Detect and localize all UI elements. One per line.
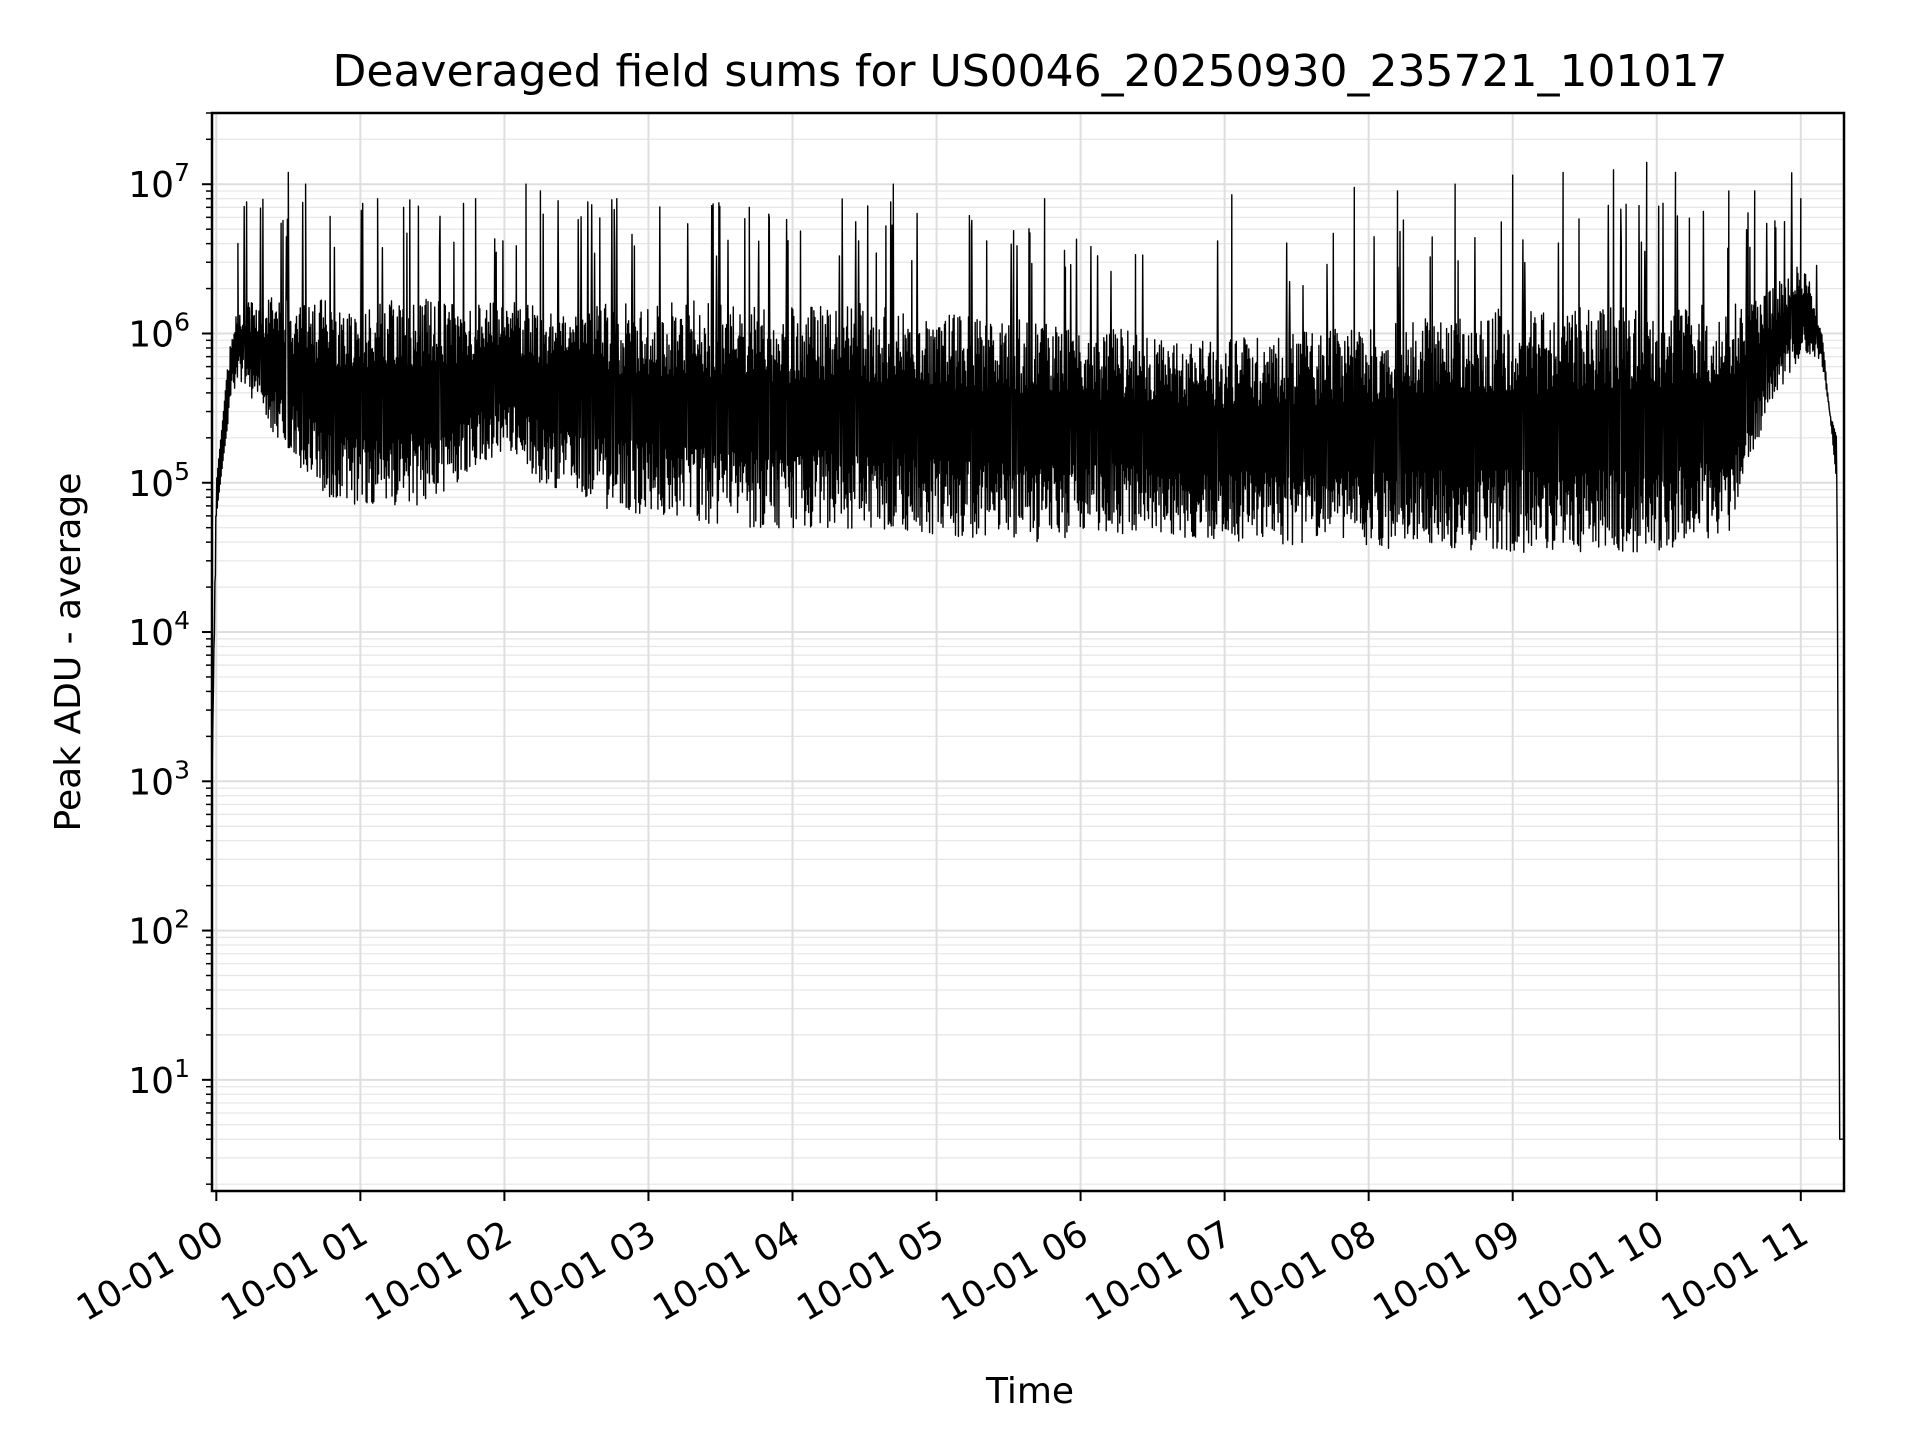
x-tick-label: 10-01 05 <box>790 1213 951 1329</box>
x-tick-label: 10-01 07 <box>1078 1213 1239 1329</box>
x-tick-label: 10-01 08 <box>1222 1213 1383 1329</box>
x-tick-label: 10-01 01 <box>214 1213 375 1329</box>
x-tick-label: 10-01 00 <box>70 1213 231 1329</box>
x-tick-label: 10-01 03 <box>502 1213 663 1329</box>
y-axis: 101 102 103 104 105 106 107 <box>128 112 212 1185</box>
x-tick-label: 10-01 11 <box>1655 1213 1816 1329</box>
series-peak-adu-line <box>212 161 1844 1140</box>
y-tick-label: 101 <box>128 1054 190 1102</box>
x-tick-label: 10-01 10 <box>1511 1213 1672 1329</box>
y-tick-label: 104 <box>128 606 190 654</box>
x-tick-label: 10-01 06 <box>934 1213 1095 1329</box>
x-tick-label: 10-01 04 <box>646 1213 807 1329</box>
x-tick-label: 10-01 02 <box>358 1213 519 1329</box>
y-axis-label: Peak ADU - average <box>48 473 89 832</box>
y-tick-label: 105 <box>128 457 190 505</box>
y-tick-label: 106 <box>128 307 190 355</box>
x-axis-label: Time <box>985 1371 1074 1412</box>
plot-frame <box>210 111 1846 1193</box>
y-tick-label: 103 <box>128 755 190 803</box>
y-tick-label: 102 <box>128 905 190 953</box>
y-tick-label: 107 <box>128 158 190 206</box>
chart-title: Deaveraged field sums for US0046_2025093… <box>333 46 1728 97</box>
x-tick-label: 10-01 09 <box>1367 1213 1528 1329</box>
grid <box>212 112 1844 1191</box>
series-line <box>212 161 1844 1140</box>
